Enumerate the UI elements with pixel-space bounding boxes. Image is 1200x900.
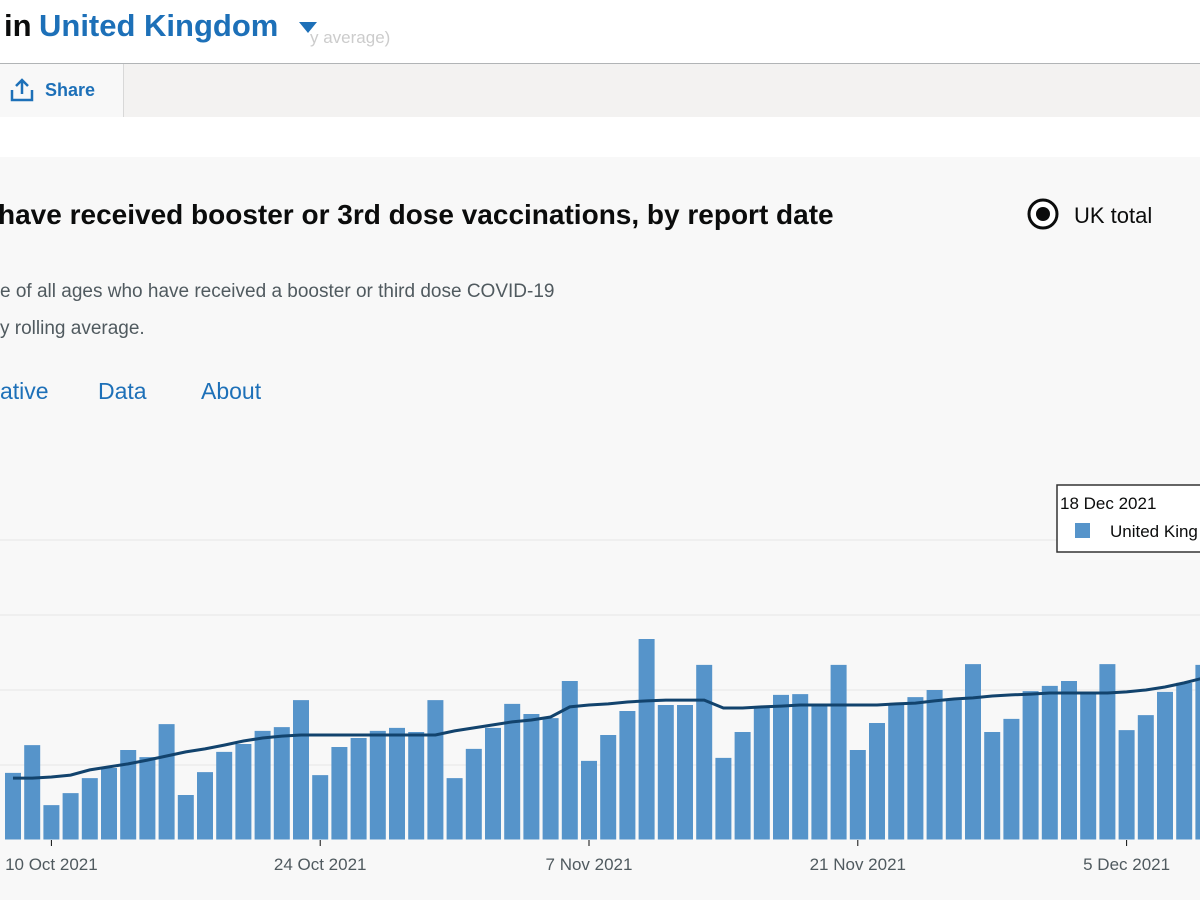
bar	[1099, 664, 1116, 840]
bar	[926, 690, 943, 840]
bar	[945, 700, 962, 840]
description: y rolling average.	[0, 318, 145, 339]
bar	[62, 793, 79, 840]
description: e of all ages who have received a booste…	[0, 281, 555, 302]
bar	[1118, 730, 1135, 840]
tooltip-box	[1056, 484, 1200, 553]
bar	[177, 795, 194, 840]
share-button[interactable]: Share	[0, 64, 124, 117]
bar	[331, 747, 348, 840]
bar	[600, 735, 617, 840]
bar	[1022, 691, 1039, 840]
bar	[965, 664, 981, 840]
bar	[1061, 681, 1077, 840]
bar	[197, 772, 213, 840]
x-tick-label: 7 Nov 2021	[546, 855, 633, 874]
bar	[158, 724, 175, 840]
bar	[465, 748, 482, 840]
radio-label[interactable]: UK total	[1074, 203, 1153, 228]
bar	[81, 778, 98, 840]
tab[interactable]: Data	[98, 378, 147, 404]
bar	[427, 700, 444, 840]
bar	[773, 694, 789, 840]
bar	[561, 681, 578, 840]
bar	[485, 727, 501, 840]
bar	[696, 664, 713, 840]
bar	[1176, 682, 1193, 840]
bar	[869, 723, 885, 840]
bar	[1137, 715, 1154, 840]
bar	[1041, 685, 1058, 840]
bar	[350, 738, 367, 840]
tooltip-date: 18 Dec 2021	[1060, 494, 1156, 513]
rolling-average-line	[13, 677, 1200, 780]
bar	[1157, 691, 1173, 840]
bar	[753, 706, 770, 840]
bar	[677, 705, 693, 840]
x-tick-label: 10 Oct 2021	[5, 855, 98, 874]
bar	[811, 703, 828, 840]
area-select[interactable]: United Kingdom	[39, 8, 279, 43]
bar	[734, 732, 751, 840]
bar	[523, 714, 540, 840]
dropdown-arrow[interactable]	[298, 21, 318, 35]
bar	[139, 757, 156, 840]
bar	[369, 730, 386, 840]
bar	[216, 751, 233, 840]
share-label: Share	[45, 80, 96, 100]
bar	[101, 768, 117, 840]
bar	[273, 727, 290, 840]
x-tick-label: 5 Dec 2021	[1083, 855, 1170, 874]
bar	[830, 664, 847, 840]
bar	[5, 772, 21, 840]
tooltip: 18 Dec 2021 United King	[1056, 484, 1200, 553]
bar	[792, 694, 809, 840]
bar	[312, 775, 329, 840]
bar	[657, 705, 674, 840]
bar	[849, 750, 866, 840]
bar	[408, 732, 425, 840]
radio[interactable]	[1027, 197, 1061, 231]
bar	[120, 750, 137, 840]
ghost-text: y average)	[310, 28, 391, 47]
tab[interactable]: About	[201, 378, 262, 404]
bar	[254, 730, 271, 840]
bar	[619, 711, 636, 840]
bar	[715, 757, 732, 840]
bar	[907, 697, 924, 840]
x-tick-label: 24 Oct 2021	[274, 855, 367, 874]
tooltip-label: United King	[1110, 522, 1198, 541]
bar	[235, 744, 252, 840]
bar	[1080, 694, 1097, 840]
area-prefix: in	[4, 8, 32, 43]
chart-title: have received booster or 3rd dose vaccin…	[0, 199, 834, 230]
x-tick-label: 21 Nov 2021	[810, 855, 906, 874]
bar	[389, 727, 405, 840]
bar	[581, 760, 597, 840]
bar	[1195, 664, 1200, 840]
bar	[504, 703, 521, 840]
bar	[638, 639, 655, 840]
bar	[1003, 718, 1020, 840]
bar	[446, 778, 463, 840]
toolbar	[0, 64, 1200, 117]
tab[interactable]: ative	[0, 378, 49, 404]
bar	[293, 700, 309, 840]
bar	[43, 805, 60, 840]
bar	[888, 703, 905, 840]
bar	[984, 732, 1001, 840]
tooltip-swatch	[1075, 523, 1090, 538]
share-icon	[10, 78, 34, 102]
header: y average) in United Kingdom	[0, 0, 1200, 64]
bar	[542, 718, 559, 840]
bar	[24, 745, 41, 840]
